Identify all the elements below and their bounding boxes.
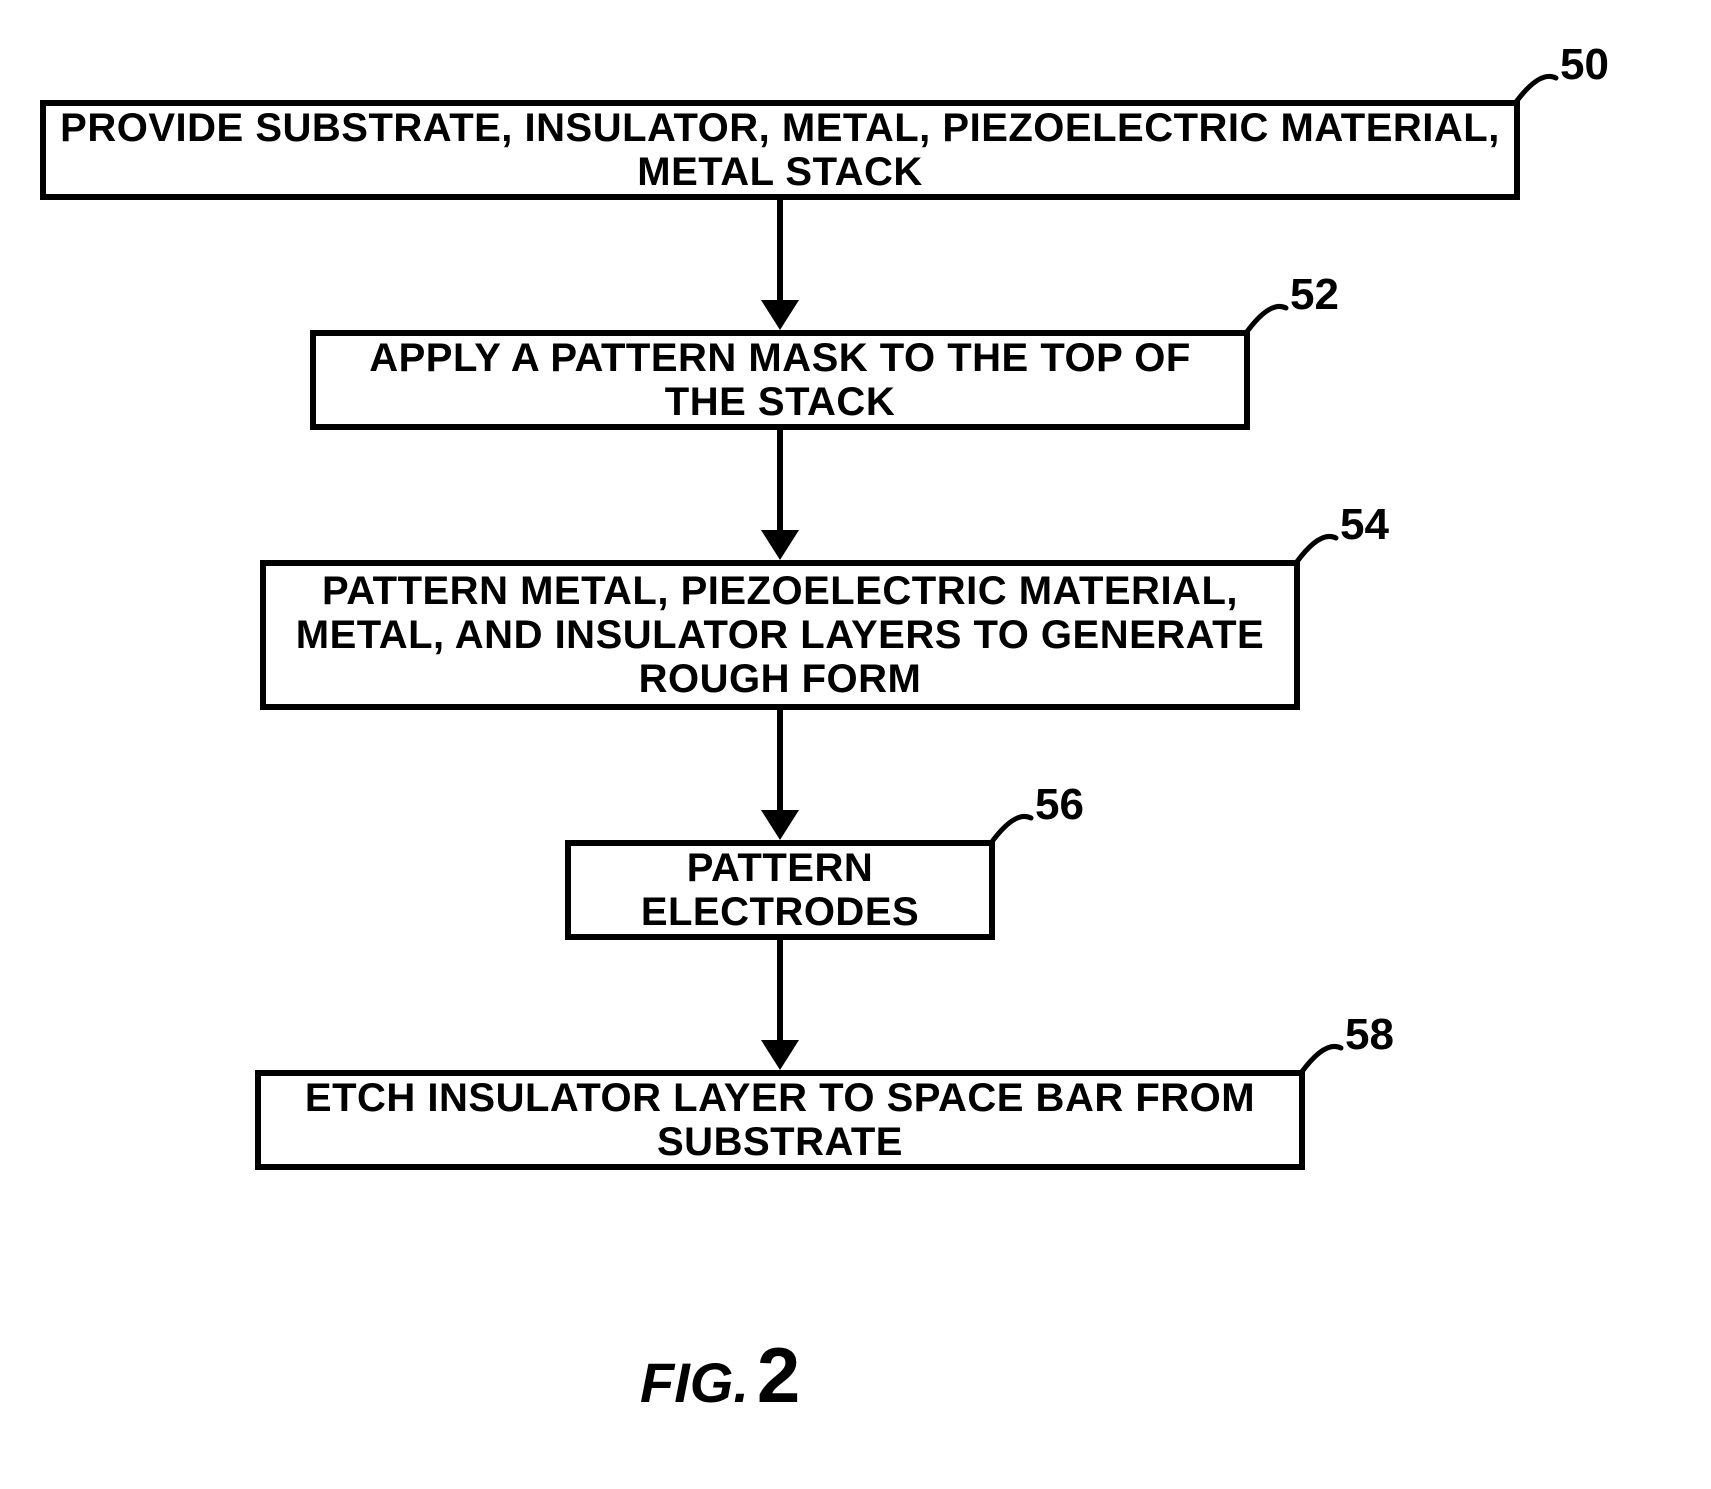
arrow-2-line — [777, 710, 783, 812]
step-text: PROVIDE SUBSTRATE, INSULATOR, METAL, PIE… — [60, 106, 1500, 194]
ref-curve-56 — [987, 806, 1035, 847]
arrow-3-head — [761, 1040, 799, 1070]
arrow-1-line — [777, 430, 783, 532]
flowchart-step-52: APPLY A PATTERN MASK TO THE TOP OF THE S… — [310, 330, 1250, 430]
figure-number: 2 — [757, 1331, 800, 1419]
ref-label-50: 50 — [1560, 40, 1609, 90]
flowchart-step-50: PROVIDE SUBSTRATE, INSULATOR, METAL, PIE… — [40, 100, 1520, 200]
arrow-3-line — [777, 940, 783, 1042]
arrow-0-head — [761, 300, 799, 330]
flowchart-step-54: PATTERN METAL, PIEZOELECTRIC MATERIAL, M… — [260, 560, 1300, 710]
ref-label-56: 56 — [1035, 780, 1084, 830]
ref-label-54: 54 — [1340, 500, 1389, 550]
arrow-0-line — [777, 200, 783, 302]
ref-curve-52 — [1242, 296, 1290, 337]
flowchart-canvas: PROVIDE SUBSTRATE, INSULATOR, METAL, PIE… — [0, 0, 1711, 1489]
figure-label: FIG.2 — [640, 1330, 800, 1421]
ref-label-58: 58 — [1345, 1010, 1394, 1060]
step-text: PATTERN METAL, PIEZOELECTRIC MATERIAL, M… — [280, 569, 1280, 701]
arrow-2-head — [761, 810, 799, 840]
ref-curve-50 — [1512, 66, 1560, 106]
flowchart-step-58: ETCH INSULATOR LAYER TO SPACE BAR FROM S… — [255, 1070, 1305, 1170]
step-text: PATTERN ELECTRODES — [585, 846, 975, 934]
arrow-1-head — [761, 530, 799, 560]
ref-curve-54 — [1292, 526, 1340, 567]
flowchart-step-56: PATTERN ELECTRODES — [565, 840, 995, 940]
step-text: ETCH INSULATOR LAYER TO SPACE BAR FROM S… — [275, 1076, 1285, 1164]
ref-label-52: 52 — [1290, 270, 1339, 320]
figure-label-prefix: FIG. — [640, 1351, 749, 1414]
step-text: APPLY A PATTERN MASK TO THE TOP OF THE S… — [330, 336, 1230, 424]
ref-curve-58 — [1297, 1036, 1345, 1077]
